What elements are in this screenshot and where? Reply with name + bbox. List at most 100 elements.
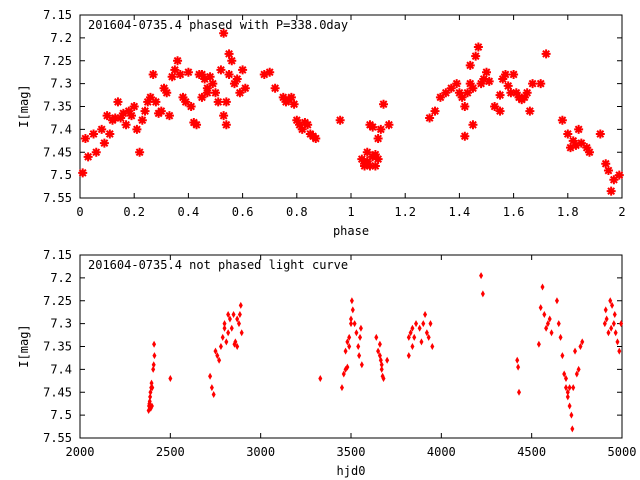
data-point [102, 111, 112, 121]
data-point [197, 92, 207, 102]
x-tick-label: 0.4 [178, 205, 200, 219]
data-point [236, 320, 241, 328]
data-point [227, 315, 232, 323]
data-point [83, 152, 93, 162]
data-point [221, 120, 231, 130]
data-point [80, 134, 90, 144]
data-point [150, 384, 155, 392]
data-point [183, 67, 193, 77]
data-point [356, 343, 361, 350]
data-point [358, 333, 363, 341]
data-point [220, 333, 225, 341]
data-point [536, 340, 541, 348]
chart-title: 201604-0735.4 phased with P=338.0day [88, 18, 348, 32]
data-point [224, 49, 234, 59]
data-point [468, 120, 478, 130]
data-point [229, 79, 239, 89]
data-point [357, 154, 367, 164]
data-point [576, 365, 581, 373]
data-point [164, 111, 174, 121]
data-point [192, 120, 202, 130]
data-point [542, 310, 547, 318]
data-point [235, 88, 245, 98]
y-tick-label: 7.55 [43, 191, 72, 205]
y-tick-label: 7.4 [50, 362, 72, 376]
data-point [373, 134, 383, 144]
data-point [536, 79, 546, 89]
data-point [569, 411, 574, 419]
data-point [235, 343, 240, 350]
data-point [354, 329, 359, 337]
data-point [465, 60, 475, 70]
data-point [568, 136, 578, 146]
data-point [463, 88, 473, 98]
data-point [347, 343, 352, 350]
data-point [460, 102, 470, 111]
data-point [231, 310, 236, 318]
y-tick-label: 7.35 [43, 100, 72, 114]
data-point [151, 365, 156, 373]
data-point [595, 129, 605, 139]
x-tick-label: 4500 [517, 445, 546, 459]
x-tick-label: 1 [347, 205, 354, 219]
x-tick-label: 1.2 [394, 205, 416, 219]
data-point [406, 333, 411, 341]
data-point [208, 372, 213, 380]
data-point [567, 402, 572, 410]
data-point [202, 88, 212, 98]
data-point [610, 301, 615, 309]
data-point [105, 129, 115, 139]
data-point [425, 113, 435, 123]
data-point [341, 370, 346, 378]
data-point [547, 315, 552, 323]
x-axis-label: hjd0 [337, 464, 366, 478]
data-point [186, 102, 196, 111]
data-point [406, 352, 411, 360]
data-point [381, 375, 386, 383]
data-point [376, 347, 381, 355]
data-point [544, 324, 549, 332]
data-point [412, 333, 417, 341]
data-point [270, 83, 280, 93]
data-point [611, 320, 616, 328]
data-point [295, 120, 305, 130]
data-point [116, 113, 126, 123]
data-point [609, 324, 614, 332]
data-point [563, 129, 573, 139]
data-point [573, 347, 578, 355]
data-point [446, 83, 456, 93]
data-point [124, 106, 134, 116]
data-point [576, 138, 586, 148]
data-point [218, 343, 223, 350]
data-point [578, 343, 583, 350]
data-point [479, 272, 484, 280]
data-point [345, 363, 350, 371]
data-point [197, 69, 207, 79]
data-point [151, 97, 161, 107]
data-point [379, 361, 384, 369]
data-point [145, 92, 155, 102]
data-point [292, 115, 302, 125]
data-point [99, 138, 109, 148]
data-point [574, 124, 584, 134]
y-tick-label: 7.3 [50, 317, 72, 331]
data-point [503, 81, 513, 91]
data-point [471, 51, 481, 61]
data-point [211, 88, 220, 98]
data-point [465, 79, 475, 89]
data-point [347, 333, 352, 341]
data-point [303, 120, 313, 130]
data-point [619, 320, 624, 328]
data-point [151, 361, 156, 369]
data-point [562, 370, 567, 378]
data-point [137, 115, 147, 125]
data-point [545, 320, 550, 328]
data-point [584, 147, 594, 157]
data-point [540, 283, 545, 291]
x-tick-label: 0 [76, 205, 83, 219]
data-point [538, 304, 543, 312]
data-point [235, 315, 240, 323]
y-tick-label: 7.2 [50, 271, 72, 285]
data-point [515, 356, 520, 364]
data-point [135, 147, 145, 157]
